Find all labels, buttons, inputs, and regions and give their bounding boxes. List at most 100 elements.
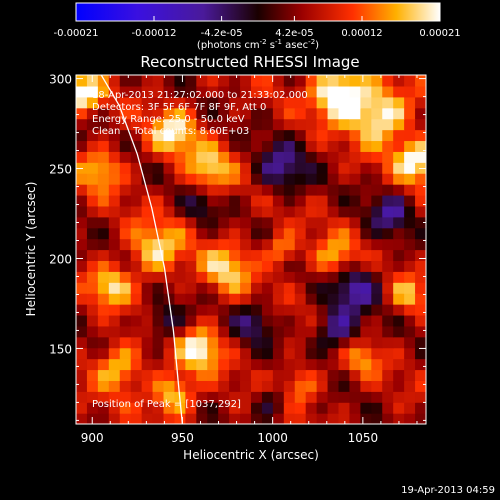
heatmap-cell <box>338 107 351 120</box>
heatmap-cell <box>130 369 143 381</box>
heatmap-cell <box>152 304 165 316</box>
heatmap-cell <box>207 107 219 120</box>
heatmap-cell <box>415 369 426 381</box>
heatmap-cell <box>360 151 372 163</box>
heatmap-cell <box>97 118 110 131</box>
heatmap-cell <box>196 260 208 272</box>
heatmap-cell <box>272 96 285 109</box>
heatmap-cell <box>163 118 176 131</box>
heatmap-cell <box>207 380 219 392</box>
heatmap-cell <box>283 140 296 152</box>
heatmap-cell <box>371 184 383 196</box>
heatmap-cell <box>382 107 394 120</box>
heatmap-cell <box>86 162 99 174</box>
heatmap-cell <box>240 216 252 229</box>
heatmap-cell <box>108 347 121 360</box>
heatmap-cell <box>349 380 361 392</box>
heatmap-cell <box>382 249 394 262</box>
heatmap-cell <box>316 173 329 185</box>
heatmap-cell <box>404 413 416 424</box>
heatmap-cell <box>240 293 252 305</box>
y-tick-label: 300 <box>49 73 72 87</box>
heatmap-cell <box>185 96 197 109</box>
heatmap-cell <box>404 347 416 360</box>
heatmap-cell <box>207 271 219 283</box>
heatmap-cell <box>86 282 99 294</box>
annotation-counts: Clean Total counts: 8.60E+03 <box>92 126 249 137</box>
heatmap-cell <box>360 96 372 109</box>
heatmap-cell <box>229 282 241 294</box>
heatmap-cell <box>119 227 132 240</box>
heatmap-cell <box>207 413 219 424</box>
heatmap-cell <box>283 304 296 316</box>
heatmap-cell <box>360 85 372 98</box>
heatmap-cell <box>119 216 132 229</box>
heatmap-cell <box>240 391 252 403</box>
heatmap-cell <box>283 227 296 240</box>
heatmap-cell <box>86 184 99 196</box>
heatmap-cell <box>327 282 340 294</box>
heatmap-cell <box>404 194 416 207</box>
heatmap-cell <box>229 162 241 174</box>
heatmap-cell <box>305 151 318 163</box>
heatmap-cell <box>207 249 219 262</box>
heatmap-cell <box>229 325 241 338</box>
heatmap-cell <box>196 413 208 424</box>
heatmap-cell <box>283 75 296 87</box>
y-tick-label: 150 <box>49 342 72 356</box>
heatmap-cell <box>360 107 372 120</box>
heatmap-cell <box>360 271 372 283</box>
heatmap-cell <box>218 249 230 262</box>
heatmap-cell <box>261 413 274 424</box>
heatmap-cell <box>327 249 340 262</box>
heatmap-cell <box>349 205 361 218</box>
heatmap-cell <box>371 282 383 294</box>
heatmap-cell <box>316 347 329 360</box>
heatmap-cell <box>119 304 132 316</box>
heatmap-cell <box>338 380 351 392</box>
heatmap-cell <box>141 227 154 240</box>
heatmap-cell <box>371 216 383 229</box>
heatmap-cell <box>338 293 351 305</box>
heatmap-cell <box>152 358 165 371</box>
heatmap-cell <box>371 304 383 316</box>
heatmap-cell <box>97 304 110 316</box>
heatmap-cell <box>338 184 351 196</box>
heatmap-cell <box>305 184 318 196</box>
heatmap-cell <box>393 314 405 327</box>
heatmap-cell <box>294 380 307 392</box>
heatmap-cell <box>207 227 219 240</box>
heatmap-cell <box>196 282 208 294</box>
heatmap-cell <box>108 216 121 229</box>
heatmap-cell <box>240 347 252 360</box>
heatmap-cell <box>108 336 121 349</box>
heatmap-cell <box>207 162 219 174</box>
heatmap-cell <box>272 413 285 424</box>
heatmap-cell <box>86 205 99 218</box>
heatmap-cell <box>185 238 197 251</box>
heatmap-cell <box>283 96 296 109</box>
heatmap-cell <box>305 249 318 262</box>
heatmap-cell <box>349 304 361 316</box>
heatmap-cell <box>196 380 208 392</box>
heatmap-cell <box>174 129 186 142</box>
heatmap-cell <box>119 129 132 142</box>
colorbar <box>76 3 440 21</box>
heatmap-cell <box>240 271 252 283</box>
heatmap-cell <box>338 282 351 294</box>
heatmap-cell <box>174 293 186 305</box>
heatmap-cell <box>174 216 186 229</box>
heatmap-cell <box>349 325 361 338</box>
heatmap-cell <box>305 271 318 283</box>
heatmap-cell <box>382 85 394 98</box>
heatmap-cell <box>283 216 296 229</box>
heatmap-cell <box>415 227 426 240</box>
heatmap-cell <box>152 75 165 87</box>
heatmap-cell <box>327 402 340 414</box>
heatmap-cell <box>251 184 263 196</box>
colorbar-tick-label: -0.00021 <box>54 28 99 39</box>
heatmap-cell <box>261 216 274 229</box>
heatmap-cell <box>174 282 186 294</box>
heatmap-cell <box>76 205 88 218</box>
